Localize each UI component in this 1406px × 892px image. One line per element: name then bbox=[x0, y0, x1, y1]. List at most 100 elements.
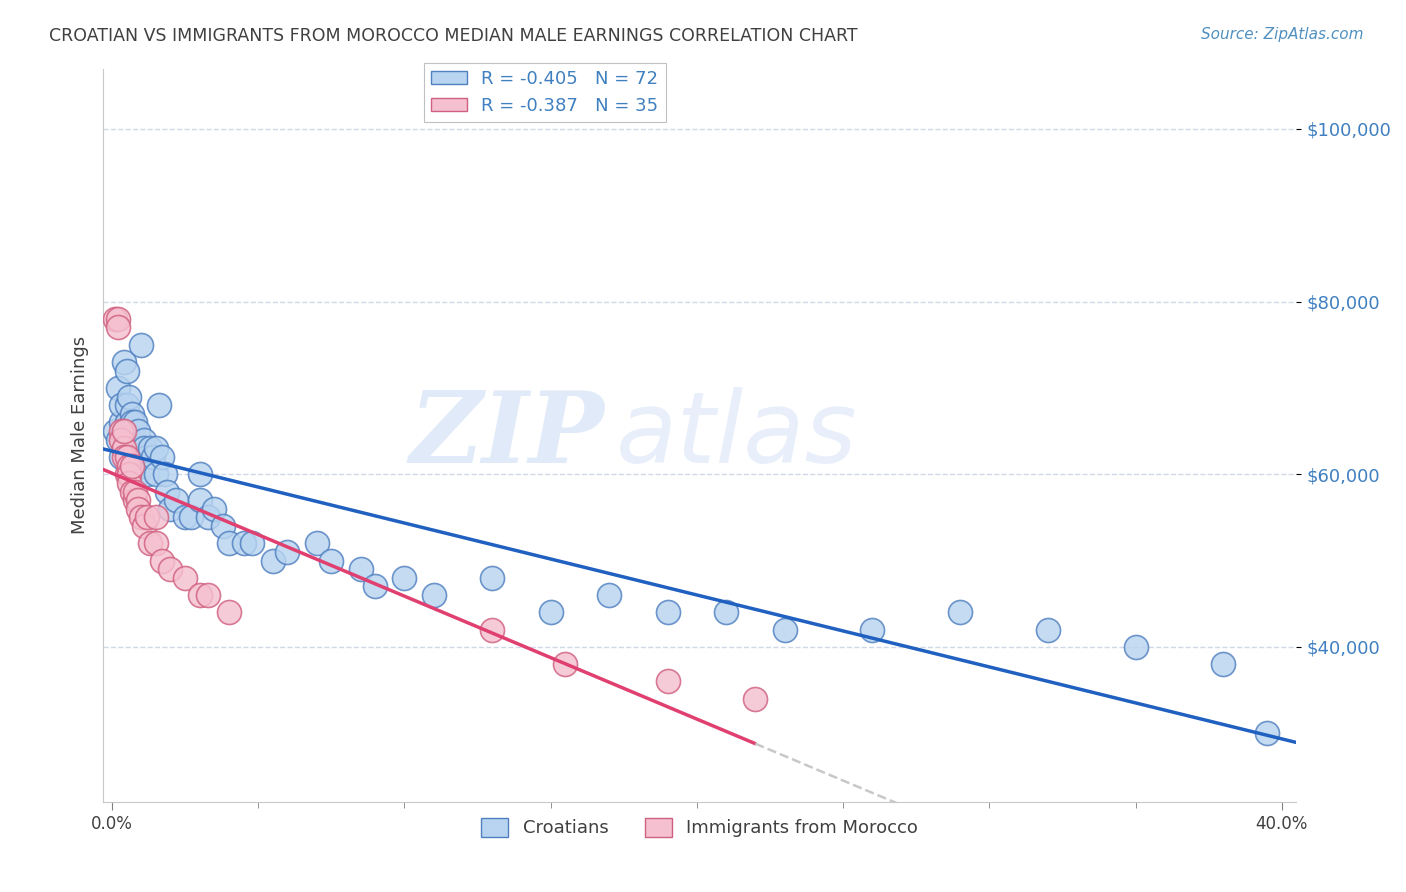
Point bbox=[118, 475, 141, 490]
Point bbox=[107, 433, 129, 447]
Y-axis label: Median Male Earnings: Median Male Earnings bbox=[72, 336, 89, 534]
Point bbox=[107, 381, 129, 395]
Point bbox=[773, 623, 796, 637]
Point bbox=[165, 493, 187, 508]
Text: Source: ZipAtlas.com: Source: ZipAtlas.com bbox=[1201, 27, 1364, 42]
Point bbox=[112, 424, 135, 438]
Point bbox=[240, 536, 263, 550]
Point bbox=[132, 442, 155, 456]
Point bbox=[657, 674, 679, 689]
Point bbox=[422, 588, 444, 602]
Point bbox=[657, 605, 679, 619]
Point bbox=[321, 553, 343, 567]
Point bbox=[104, 424, 127, 438]
Point bbox=[118, 424, 141, 438]
Point bbox=[110, 450, 132, 464]
Point bbox=[554, 657, 576, 672]
Point bbox=[129, 337, 152, 351]
Point bbox=[174, 510, 197, 524]
Point bbox=[540, 605, 562, 619]
Point bbox=[118, 433, 141, 447]
Point bbox=[188, 467, 211, 482]
Point bbox=[121, 424, 143, 438]
Point bbox=[136, 450, 159, 464]
Point bbox=[121, 458, 143, 473]
Point bbox=[145, 510, 167, 524]
Point bbox=[276, 545, 298, 559]
Point bbox=[112, 442, 135, 456]
Point bbox=[188, 588, 211, 602]
Point bbox=[112, 355, 135, 369]
Point bbox=[949, 605, 972, 619]
Point bbox=[148, 398, 170, 412]
Point bbox=[115, 450, 138, 464]
Point bbox=[153, 467, 176, 482]
Point bbox=[197, 588, 219, 602]
Point bbox=[744, 691, 766, 706]
Point bbox=[1256, 726, 1278, 740]
Point bbox=[121, 407, 143, 421]
Point bbox=[212, 519, 235, 533]
Point bbox=[218, 536, 240, 550]
Point bbox=[1212, 657, 1234, 672]
Point bbox=[145, 467, 167, 482]
Point bbox=[150, 450, 173, 464]
Point bbox=[188, 493, 211, 508]
Point bbox=[121, 450, 143, 464]
Point bbox=[124, 433, 146, 447]
Point bbox=[156, 484, 179, 499]
Point bbox=[202, 501, 225, 516]
Point bbox=[107, 311, 129, 326]
Point bbox=[127, 501, 149, 516]
Point bbox=[132, 433, 155, 447]
Point bbox=[174, 571, 197, 585]
Point bbox=[218, 605, 240, 619]
Point bbox=[305, 536, 328, 550]
Point bbox=[145, 442, 167, 456]
Point bbox=[139, 536, 162, 550]
Point bbox=[142, 450, 165, 464]
Point bbox=[112, 442, 135, 456]
Point bbox=[860, 623, 883, 637]
Point bbox=[598, 588, 620, 602]
Point bbox=[110, 416, 132, 430]
Point bbox=[112, 424, 135, 438]
Point bbox=[118, 458, 141, 473]
Point bbox=[364, 579, 387, 593]
Point bbox=[481, 571, 503, 585]
Point bbox=[127, 467, 149, 482]
Point bbox=[127, 424, 149, 438]
Text: atlas: atlas bbox=[616, 387, 858, 483]
Point bbox=[232, 536, 254, 550]
Text: ZIP: ZIP bbox=[409, 387, 605, 483]
Point bbox=[159, 562, 181, 576]
Point bbox=[110, 398, 132, 412]
Point bbox=[129, 510, 152, 524]
Point bbox=[110, 424, 132, 438]
Point bbox=[118, 467, 141, 482]
Point bbox=[132, 519, 155, 533]
Point bbox=[349, 562, 371, 576]
Point bbox=[118, 390, 141, 404]
Point bbox=[115, 364, 138, 378]
Point bbox=[124, 484, 146, 499]
Legend: Croatians, Immigrants from Morocco: Croatians, Immigrants from Morocco bbox=[474, 811, 925, 845]
Point bbox=[104, 311, 127, 326]
Point bbox=[714, 605, 737, 619]
Point bbox=[262, 553, 284, 567]
Point bbox=[121, 416, 143, 430]
Point bbox=[112, 450, 135, 464]
Point bbox=[180, 510, 202, 524]
Point bbox=[127, 493, 149, 508]
Point bbox=[159, 501, 181, 516]
Point bbox=[110, 433, 132, 447]
Point bbox=[115, 467, 138, 482]
Point bbox=[1036, 623, 1059, 637]
Point bbox=[124, 416, 146, 430]
Point bbox=[197, 510, 219, 524]
Point bbox=[136, 467, 159, 482]
Point bbox=[394, 571, 416, 585]
Point bbox=[145, 536, 167, 550]
Point bbox=[121, 484, 143, 499]
Point bbox=[129, 442, 152, 456]
